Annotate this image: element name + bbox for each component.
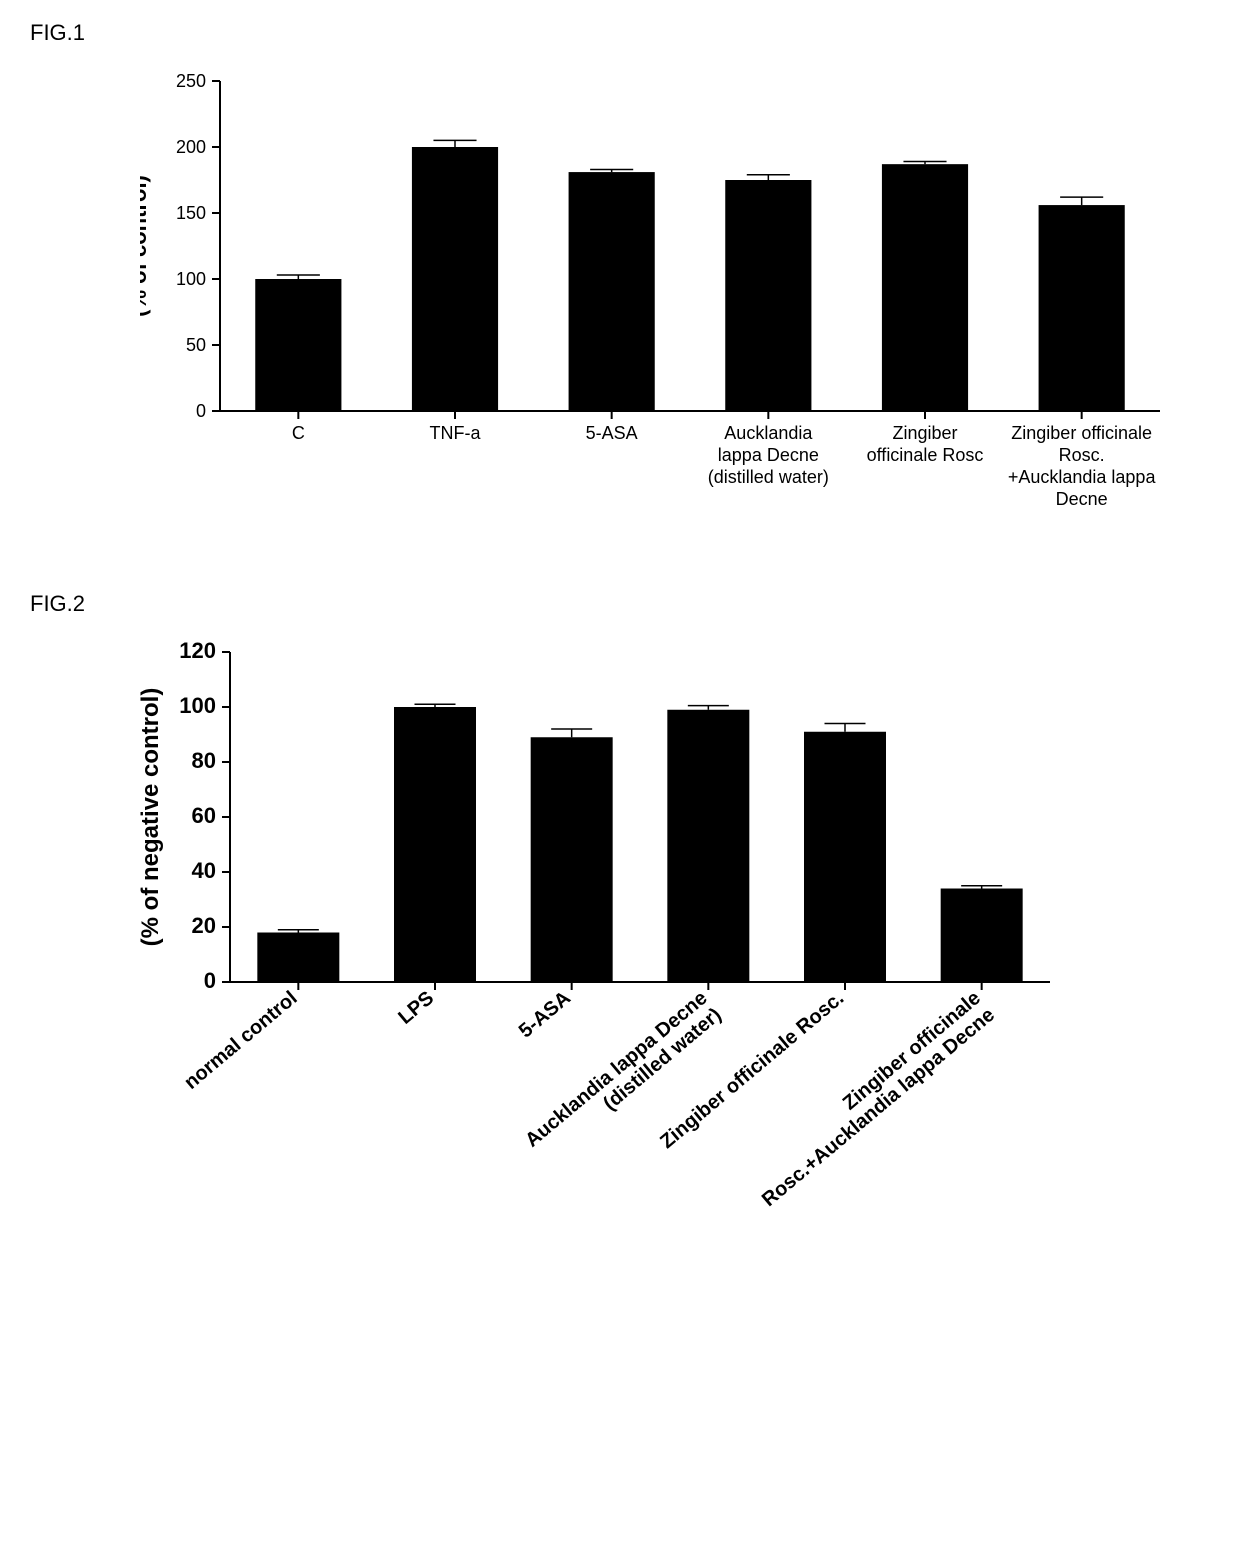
x-tick-label: 5-ASA	[586, 423, 638, 443]
y-axis-label: (% of control)	[140, 175, 151, 317]
bar	[1039, 205, 1125, 411]
x-tick-label: Rosc.	[1059, 445, 1105, 465]
figure-2-label: FIG.2	[30, 591, 1220, 617]
x-tick-label: officinale Rosc	[867, 445, 984, 465]
bar	[882, 164, 968, 411]
figure-2-chart: 020406080100120normal controlLPS5-ASAAuc…	[140, 632, 1220, 1262]
x-tick-label: Decne	[1056, 489, 1108, 509]
x-tick-label: C	[292, 423, 305, 443]
y-tick-label: 120	[179, 638, 216, 663]
y-tick-label: 250	[176, 71, 206, 91]
y-tick-label: 150	[176, 203, 206, 223]
x-tick-label: TNF-a	[430, 423, 482, 443]
bar	[257, 933, 339, 983]
y-tick-label: 200	[176, 137, 206, 157]
y-tick-label: 20	[192, 913, 216, 938]
x-tick-label: LPS	[394, 987, 438, 1029]
y-axis-label: (% of negative control)	[140, 688, 164, 947]
bar	[667, 710, 749, 982]
y-tick-label: 40	[192, 858, 216, 883]
x-tick-label: lappa Decne	[718, 445, 819, 465]
y-tick-label: 100	[176, 269, 206, 289]
figure-1-chart: 0 50 100 150 200 250 C TNF-a 5-ASA Aucklandialapp…	[140, 61, 1220, 531]
bar	[941, 889, 1023, 983]
x-tick-label: Aucklandia	[724, 423, 813, 443]
y-tick-label: 50	[186, 335, 206, 355]
x-tick-label: +Aucklandia lappa	[1008, 467, 1157, 487]
y-tick-label: 0	[204, 968, 216, 993]
x-tick-label: (distilled water)	[708, 467, 829, 487]
bar	[255, 279, 341, 411]
bar	[531, 737, 613, 982]
x-tick-label: 5-ASA	[515, 987, 575, 1042]
x-tick-label: Zingiber officinale	[1011, 423, 1152, 443]
x-tick-label: Zingiber	[892, 423, 957, 443]
bar	[804, 732, 886, 982]
bar	[569, 172, 655, 411]
x-tick-label: normal control	[180, 987, 301, 1094]
bar	[725, 180, 811, 411]
y-tick-label: 100	[179, 693, 216, 718]
y-tick-label: 60	[192, 803, 216, 828]
y-tick-label: 0	[196, 401, 206, 421]
figure-1-label: FIG.1	[30, 20, 1220, 46]
y-tick-label: 80	[192, 748, 216, 773]
bar	[412, 147, 498, 411]
bar	[394, 707, 476, 982]
